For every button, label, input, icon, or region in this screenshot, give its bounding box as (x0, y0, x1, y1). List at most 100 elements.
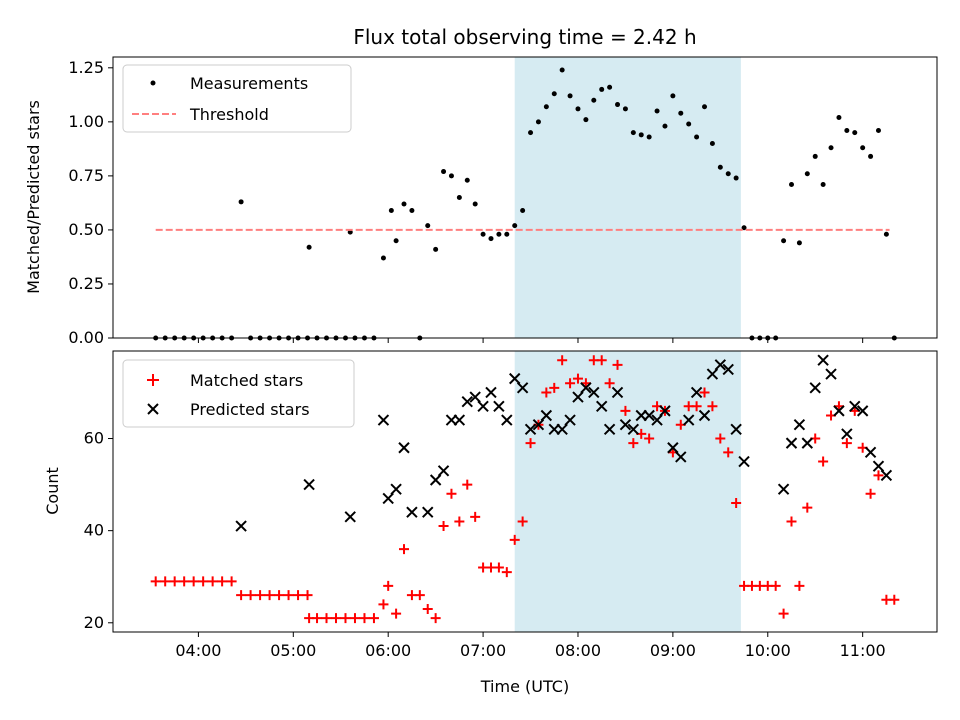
top-y-tick-label: 1.00 (68, 112, 104, 131)
x-tick-label: 06:00 (365, 641, 411, 660)
data-point (628, 438, 639, 449)
data-point (567, 93, 573, 99)
data-point (454, 516, 465, 527)
data-point (401, 201, 407, 207)
data-point (844, 127, 850, 133)
data-point (425, 223, 431, 229)
data-point (430, 613, 441, 624)
data-point (889, 594, 900, 605)
data-point (659, 405, 671, 417)
data-point (437, 465, 450, 477)
data-point (595, 400, 608, 412)
data-point (377, 414, 390, 426)
data-point (540, 409, 553, 422)
data-point (380, 255, 386, 261)
data-point (535, 119, 541, 125)
data-point (390, 483, 402, 495)
legend-measurements-label: Measurements (190, 74, 308, 93)
bottom-y-axis-label: Count (43, 467, 62, 515)
data-point (809, 382, 821, 394)
data-point (607, 84, 613, 90)
top-y-tick-label: 0.00 (68, 328, 104, 347)
data-point (512, 223, 518, 229)
data-point (856, 405, 869, 417)
data-point (398, 442, 410, 454)
x-tick-label: 08:00 (555, 641, 601, 660)
data-point (836, 115, 842, 121)
top-highlight-band (514, 57, 741, 338)
x-tick-label: 10:00 (745, 641, 791, 660)
data-point (707, 401, 718, 412)
data-point (559, 67, 565, 73)
data-point (429, 474, 442, 486)
data-point (643, 409, 655, 422)
data-point (781, 238, 787, 244)
data-point (741, 225, 747, 231)
data-point (532, 418, 545, 431)
data-point (359, 613, 370, 624)
data-point (794, 580, 805, 591)
legend-threshold-label: Threshold (189, 105, 269, 124)
bottom-legend: Matched stars Predicted stars (122, 359, 355, 428)
data-point (864, 446, 877, 459)
legend-matched-label: Matched stars (190, 371, 303, 390)
data-point (820, 182, 826, 188)
data-point (488, 236, 494, 242)
data-point (682, 414, 695, 426)
data-point (422, 506, 434, 518)
data-point (188, 576, 199, 587)
data-point (472, 201, 478, 207)
data-point (414, 590, 425, 601)
data-point (678, 110, 684, 116)
data-point (825, 368, 837, 380)
data-point (788, 182, 794, 188)
data-point (603, 423, 616, 436)
data-point (235, 520, 247, 532)
data-point (409, 207, 415, 213)
data-point (382, 492, 394, 505)
data-point (150, 576, 161, 587)
data-point (541, 387, 552, 398)
bottom-y-tick-label: 60 (84, 429, 104, 448)
data-point (818, 456, 829, 467)
data-point (667, 442, 679, 454)
top-chart-title: Flux total observing time = 2.42 h (353, 25, 696, 49)
data-point (725, 171, 731, 177)
data-point (620, 405, 631, 416)
data-point (583, 117, 589, 123)
data-point (731, 498, 742, 509)
data-point (698, 409, 711, 422)
data-point (217, 576, 228, 587)
x-tick-label: 07:00 (460, 641, 506, 660)
data-point (841, 438, 852, 449)
data-point (303, 478, 315, 491)
data-point (464, 177, 470, 183)
data-point (528, 130, 534, 136)
data-point (524, 423, 537, 436)
data-point (383, 580, 394, 591)
top-legend: Measurements Threshold (122, 64, 352, 133)
data-point (717, 164, 723, 170)
data-point (340, 613, 351, 624)
data-point (715, 433, 726, 444)
legend-matched-marker (147, 374, 159, 386)
data-point (572, 373, 583, 384)
data-point (690, 386, 703, 399)
data-point (391, 608, 402, 619)
data-point (238, 199, 244, 205)
data-point (611, 386, 624, 399)
data-point (575, 106, 581, 112)
bottom-axes-frame (112, 350, 938, 633)
data-point (480, 231, 486, 237)
bottom-y-tick-label: 20 (84, 613, 104, 632)
data-point (160, 576, 171, 587)
data-point (453, 414, 466, 426)
x-tick-label: 09:00 (650, 641, 696, 660)
data-point (644, 433, 655, 444)
data-point (615, 102, 621, 108)
data-point (393, 238, 399, 244)
data-point (501, 414, 513, 426)
data-point (777, 483, 790, 495)
data-point (686, 121, 692, 127)
data-point (433, 246, 439, 252)
